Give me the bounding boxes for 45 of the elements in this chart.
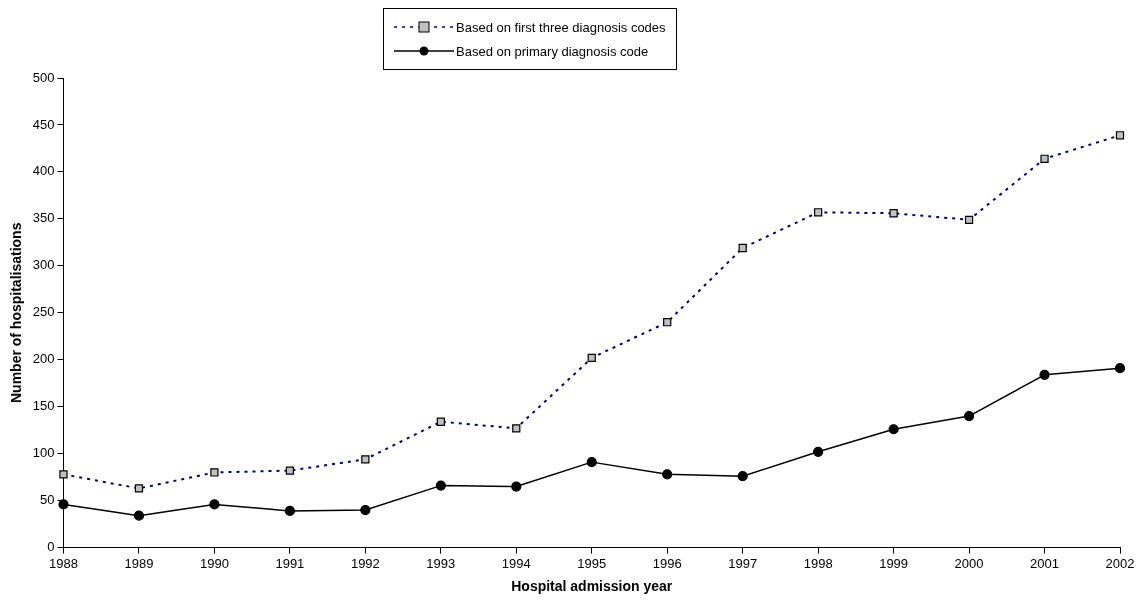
y-tick-label: 200 <box>32 351 55 367</box>
point <box>133 510 145 521</box>
x-tick-label: 2002 <box>1105 555 1135 571</box>
x-tick-label: 1989 <box>124 555 154 571</box>
x-tick-label: 2001 <box>1030 555 1059 571</box>
x-tick-label: 1991 <box>275 555 305 571</box>
point <box>435 480 446 491</box>
x-tick-label: 1988 <box>49 555 78 571</box>
x-axis-title: Hospital admission year <box>511 578 673 595</box>
y-tick-label: 300 <box>32 257 55 273</box>
point <box>284 505 295 517</box>
point <box>662 469 673 480</box>
x-tick-label: 2000 <box>954 555 984 571</box>
x-tick-label: 1998 <box>803 555 833 571</box>
legend-label: Based on first three diagnosis codes <box>456 19 666 35</box>
point <box>813 446 824 457</box>
y-tick-label: 100 <box>32 445 55 461</box>
point <box>360 504 371 516</box>
x-tick-label: 1999 <box>879 555 909 571</box>
x-tick-label: 1997 <box>728 555 758 571</box>
y-tick-label: 500 <box>32 69 55 85</box>
point <box>1039 369 1050 380</box>
point <box>963 411 975 422</box>
point <box>737 471 748 482</box>
point <box>1114 363 1126 374</box>
y-axis-title: Number of hospitalisations <box>8 222 25 404</box>
x-tick-label: 1995 <box>577 555 607 571</box>
x-tick-label: 1994 <box>501 555 531 571</box>
point <box>888 424 899 435</box>
y-tick-label: 50 <box>40 492 55 508</box>
x-tick-label: 1996 <box>652 555 682 571</box>
point <box>586 457 597 468</box>
x-tick-label: 1992 <box>350 555 380 571</box>
y-tick-label: 350 <box>32 210 55 226</box>
legend-label: Based on primary diagnosis code <box>456 43 649 59</box>
y-tick-label: 0 <box>47 539 55 555</box>
point <box>58 499 69 510</box>
x-tick-label: 1993 <box>426 555 456 571</box>
y-tick-label: 150 <box>32 398 55 414</box>
x-tick-label: 1990 <box>199 555 229 571</box>
y-tick-label: 250 <box>32 304 55 320</box>
point <box>511 481 522 492</box>
y-tick-label: 450 <box>32 116 55 132</box>
point <box>209 499 220 510</box>
y-tick-label: 400 <box>32 163 55 179</box>
